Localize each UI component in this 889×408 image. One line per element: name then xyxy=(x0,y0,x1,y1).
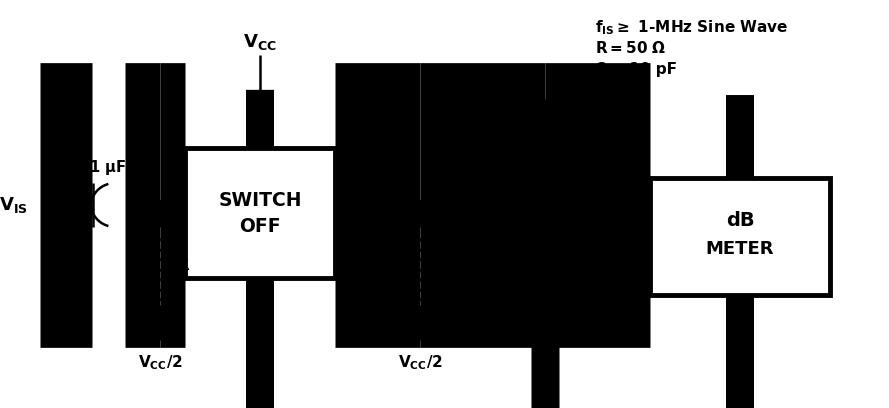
Text: $\mathbf{0.1\ \mu F}$: $\mathbf{0.1\ \mu F}$ xyxy=(74,158,126,177)
Text: $\mathbf{R = 50\ \Omega}$: $\mathbf{R = 50\ \Omega}$ xyxy=(595,40,666,56)
Circle shape xyxy=(541,200,549,209)
Text: $\mathbf{V_{CC}/2}$: $\mathbf{V_{CC}/2}$ xyxy=(138,353,182,372)
Text: OFF: OFF xyxy=(239,217,281,237)
Circle shape xyxy=(156,200,164,209)
Bar xyxy=(650,178,830,295)
Text: $\mathbf{V_C = V_{IL}}$: $\mathbf{V_C = V_{IL}}$ xyxy=(383,164,446,183)
Text: $\mathbf{V_{OS}}$: $\mathbf{V_{OS}}$ xyxy=(588,163,622,183)
Bar xyxy=(185,148,335,278)
Text: $\mathbf{V_{CC}}$: $\mathbf{V_{CC}}$ xyxy=(243,32,276,52)
Text: R: R xyxy=(175,256,188,274)
Circle shape xyxy=(415,200,425,209)
Text: $\mathbf{V_{IS}}$: $\mathbf{V_{IS}}$ xyxy=(0,195,28,215)
Text: SWITCH: SWITCH xyxy=(219,191,301,211)
Text: C = 10 pF: C = 10 pF xyxy=(595,62,677,77)
Text: $\mathbf{f_{IS} \geq}$ $\mathbf{1}$-MHz Sine Wave: $\mathbf{f_{IS} \geq}$ $\mathbf{1}$-MHz … xyxy=(595,18,789,37)
Text: $\mathbf{V_{CC}/2}$: $\mathbf{V_{CC}/2}$ xyxy=(397,353,442,372)
Text: dB: dB xyxy=(725,211,754,230)
Text: METER: METER xyxy=(706,239,774,257)
Text: R: R xyxy=(435,256,449,274)
Text: C: C xyxy=(569,259,582,277)
